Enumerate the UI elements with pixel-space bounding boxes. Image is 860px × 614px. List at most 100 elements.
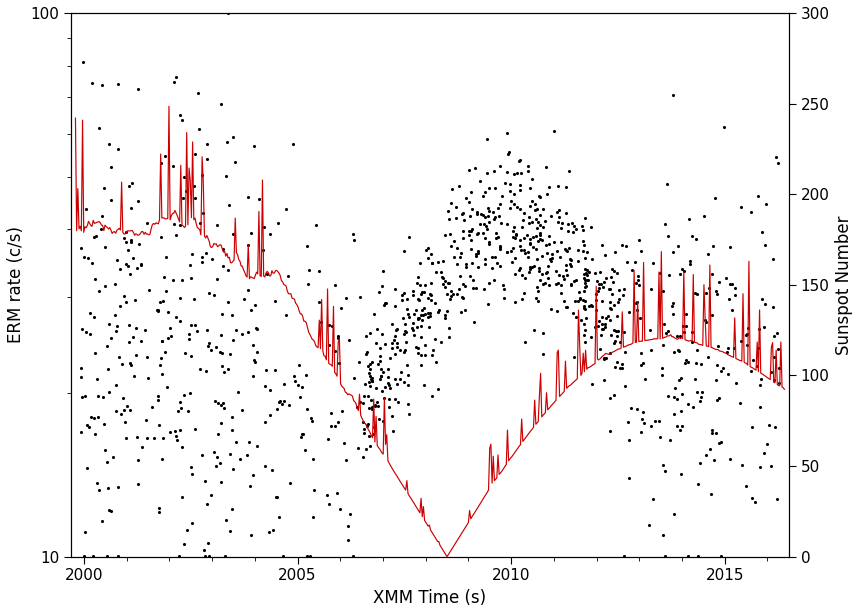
Point — [487, 166, 501, 176]
Point — [537, 328, 550, 338]
Point — [482, 237, 496, 247]
Point — [611, 297, 625, 307]
Point — [535, 269, 549, 279]
Point — [175, 403, 188, 413]
Point — [657, 319, 671, 329]
Point — [202, 338, 216, 348]
Point — [258, 461, 272, 471]
Point — [384, 343, 398, 353]
Point — [581, 301, 595, 311]
Point — [601, 311, 615, 321]
Point — [643, 345, 657, 355]
Point — [219, 171, 233, 181]
Point — [630, 305, 644, 315]
Point — [132, 239, 146, 249]
Point — [296, 429, 310, 439]
Point — [482, 183, 495, 193]
Point — [220, 138, 234, 147]
Point — [242, 327, 255, 337]
Point — [173, 397, 187, 407]
Point — [595, 240, 609, 250]
Point — [513, 235, 526, 245]
Point — [574, 315, 587, 325]
Point — [248, 357, 261, 367]
Point — [95, 225, 108, 235]
Point — [92, 286, 106, 296]
Point — [632, 235, 646, 245]
Point — [469, 163, 482, 173]
Point — [435, 272, 449, 282]
Point — [130, 263, 144, 273]
Point — [384, 383, 397, 393]
Point — [610, 331, 624, 341]
Point — [411, 313, 425, 323]
Point — [681, 399, 695, 409]
Point — [562, 219, 575, 229]
Point — [388, 394, 402, 403]
Point — [658, 219, 672, 229]
Point — [412, 313, 426, 323]
Point — [529, 231, 543, 241]
Point — [697, 315, 711, 325]
Point — [74, 372, 88, 382]
Point — [666, 298, 679, 308]
Point — [437, 273, 451, 283]
Point — [607, 266, 621, 276]
Point — [120, 259, 133, 269]
Point — [704, 270, 718, 279]
Point — [567, 221, 580, 231]
Point — [673, 426, 687, 435]
Point — [459, 259, 473, 269]
Point — [549, 266, 562, 276]
Point — [396, 295, 409, 305]
Point — [402, 370, 415, 380]
Point — [138, 325, 151, 335]
Point — [630, 298, 643, 308]
Point — [725, 279, 739, 289]
Point — [620, 257, 634, 267]
Point — [566, 308, 580, 318]
Point — [506, 226, 519, 236]
Point — [322, 499, 336, 508]
Point — [113, 264, 126, 274]
Point — [181, 406, 194, 416]
Point — [469, 283, 482, 293]
Point — [429, 267, 443, 277]
Point — [341, 521, 355, 530]
Point — [571, 245, 585, 255]
Point — [360, 421, 374, 430]
Point — [442, 214, 456, 224]
Point — [418, 380, 432, 390]
Point — [545, 249, 559, 259]
Point — [150, 305, 164, 315]
Point — [611, 286, 625, 295]
Point — [634, 313, 648, 322]
Point — [728, 290, 742, 300]
Point — [287, 371, 301, 381]
Point — [452, 284, 466, 293]
Point — [524, 262, 538, 271]
Point — [439, 311, 452, 321]
Point — [155, 336, 169, 346]
Point — [424, 295, 438, 305]
Point — [766, 254, 780, 264]
Point — [168, 220, 181, 230]
Point — [772, 363, 786, 373]
Point — [752, 402, 766, 412]
Point — [205, 254, 218, 264]
Point — [726, 305, 740, 314]
Point — [332, 358, 346, 368]
Point — [699, 287, 713, 297]
Point — [768, 422, 782, 432]
Point — [745, 208, 759, 217]
Point — [524, 238, 538, 248]
Point — [690, 358, 703, 368]
Point — [300, 403, 314, 413]
Point — [447, 252, 461, 262]
Point — [531, 217, 545, 227]
Point — [521, 247, 535, 257]
Point — [207, 396, 221, 406]
Point — [480, 134, 494, 144]
Point — [485, 252, 499, 262]
Point — [154, 158, 168, 168]
